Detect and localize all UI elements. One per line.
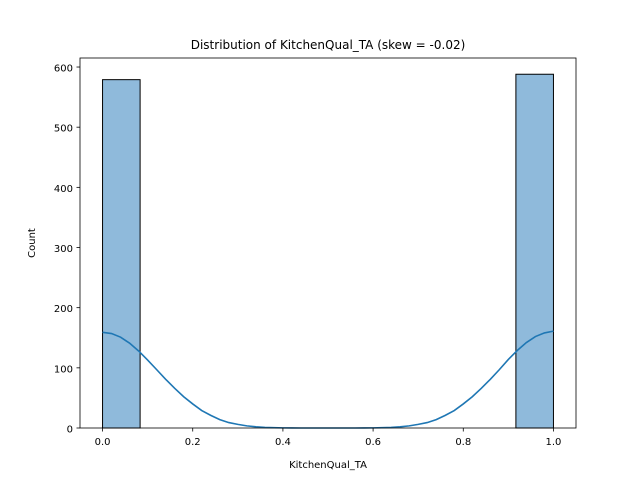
histogram-bar-1: [515, 73, 554, 429]
y-tick-label-2: 200: [54, 304, 73, 315]
chart-title: Distribution of KitchenQual_TA (skew = -…: [191, 38, 466, 52]
x-tick-label-4: 0.8: [455, 437, 471, 448]
y-ticks: 0 100 200 300 400 500 600: [54, 64, 80, 436]
y-tick-label-6: 600: [54, 64, 73, 75]
x-tick-label-0: 0.0: [95, 437, 111, 448]
x-tick-label-3: 0.6: [365, 437, 381, 448]
x-tick-label-5: 1.0: [546, 437, 562, 448]
y-tick-label-5: 500: [54, 124, 73, 135]
y-tick-label-4: 400: [54, 184, 73, 195]
x-ticks: 0.0 0.2 0.4 0.6 0.8 1.0: [95, 428, 562, 448]
x-tick-label-2: 0.4: [275, 437, 291, 448]
axes-group: [79, 57, 577, 429]
bars-group: [102, 73, 554, 429]
y-axis-label: Count: [27, 228, 38, 258]
y-tick-label-0: 0: [67, 425, 73, 436]
histogram-bar-0: [102, 79, 141, 429]
y-tick-label-1: 100: [54, 364, 73, 375]
plot-frame: [79, 57, 577, 429]
x-axis-label: KitchenQual_TA: [289, 460, 367, 471]
y-tick-label-3: 300: [54, 244, 73, 255]
x-tick-label-1: 0.2: [185, 437, 201, 448]
